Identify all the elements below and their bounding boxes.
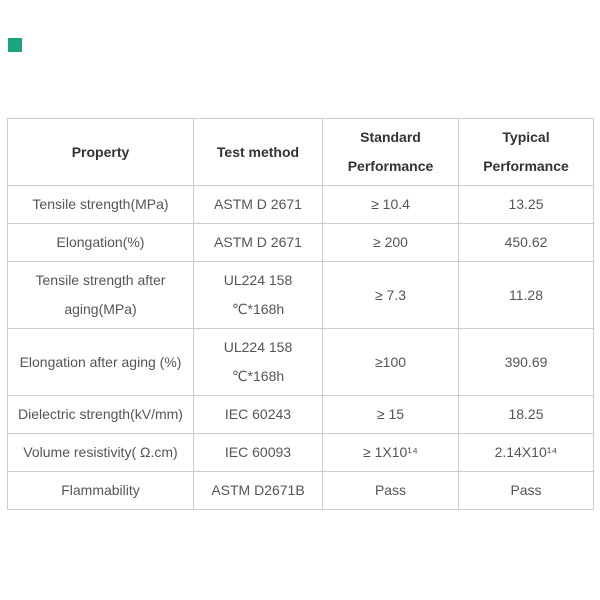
property-cell: Tensile strength(MPa) bbox=[7, 185, 194, 224]
material-spec-table: Property Test method Standard Performanc… bbox=[7, 118, 594, 510]
column-header-property: Property bbox=[7, 118, 194, 186]
table-header: Property Test method Standard Performanc… bbox=[7, 118, 594, 186]
table-row: Flammability ASTM D2671B Pass Pass bbox=[7, 471, 594, 510]
table-row: Tensile strength(MPa) ASTM D 2671 ≥ 10.4… bbox=[7, 185, 594, 224]
spec-table-body: Tensile strength(MPa) ASTM D 2671 ≥ 10.4… bbox=[7, 185, 594, 510]
standard-performance-cell: ≥ 10.4 bbox=[322, 185, 459, 224]
standard-performance-cell: ≥ 7.3 bbox=[322, 261, 459, 329]
column-header-test-method: Test method bbox=[193, 118, 323, 186]
typical-performance-cell: 390.69 bbox=[458, 328, 594, 396]
standard-performance-cell: ≥ 15 bbox=[322, 395, 459, 434]
column-header-standard-performance: Standard Performance bbox=[322, 118, 459, 186]
header-row: Property Test method Standard Performanc… bbox=[7, 118, 594, 186]
typical-performance-cell: 2.14X10¹⁴ bbox=[458, 433, 594, 472]
property-cell: Elongation after aging (%) bbox=[7, 328, 194, 396]
teal-square-marker bbox=[8, 38, 22, 52]
typical-performance-cell: Pass bbox=[458, 471, 594, 510]
test-method-cell: UL224 158 ℃*168h bbox=[193, 261, 323, 329]
property-cell: Tensile strength after aging(MPa) bbox=[7, 261, 194, 329]
standard-performance-cell: ≥ 200 bbox=[322, 223, 459, 262]
table-row: Elongation(%) ASTM D 2671 ≥ 200 450.62 bbox=[7, 223, 594, 262]
typical-performance-cell: 11.28 bbox=[458, 261, 594, 329]
property-cell: Elongation(%) bbox=[7, 223, 194, 262]
typical-performance-cell: 450.62 bbox=[458, 223, 594, 262]
test-method-cell: IEC 60243 bbox=[193, 395, 323, 434]
property-cell: Dielectric strength(kV/mm) bbox=[7, 395, 194, 434]
standard-performance-cell: ≥100 bbox=[322, 328, 459, 396]
test-method-cell: ASTM D2671B bbox=[193, 471, 323, 510]
standard-performance-cell: ≥ 1X10¹⁴ bbox=[322, 433, 459, 472]
standard-performance-cell: Pass bbox=[322, 471, 459, 510]
test-method-cell: IEC 60093 bbox=[193, 433, 323, 472]
typical-performance-cell: 18.25 bbox=[458, 395, 594, 434]
table-row: Elongation after aging (%) UL224 158 ℃*1… bbox=[7, 328, 594, 396]
test-method-cell: ASTM D 2671 bbox=[193, 185, 323, 224]
test-method-cell: ASTM D 2671 bbox=[193, 223, 323, 262]
test-method-cell: UL224 158 ℃*168h bbox=[193, 328, 323, 396]
column-header-typical-performance: Typical Performance bbox=[458, 118, 594, 186]
property-cell: Volume resistivity( Ω.cm) bbox=[7, 433, 194, 472]
table-row: Tensile strength after aging(MPa) UL224 … bbox=[7, 261, 594, 329]
table-row: Volume resistivity( Ω.cm) IEC 60093 ≥ 1X… bbox=[7, 433, 594, 472]
property-cell: Flammability bbox=[7, 471, 194, 510]
typical-performance-cell: 13.25 bbox=[458, 185, 594, 224]
table-row: Dielectric strength(kV/mm) IEC 60243 ≥ 1… bbox=[7, 395, 594, 434]
